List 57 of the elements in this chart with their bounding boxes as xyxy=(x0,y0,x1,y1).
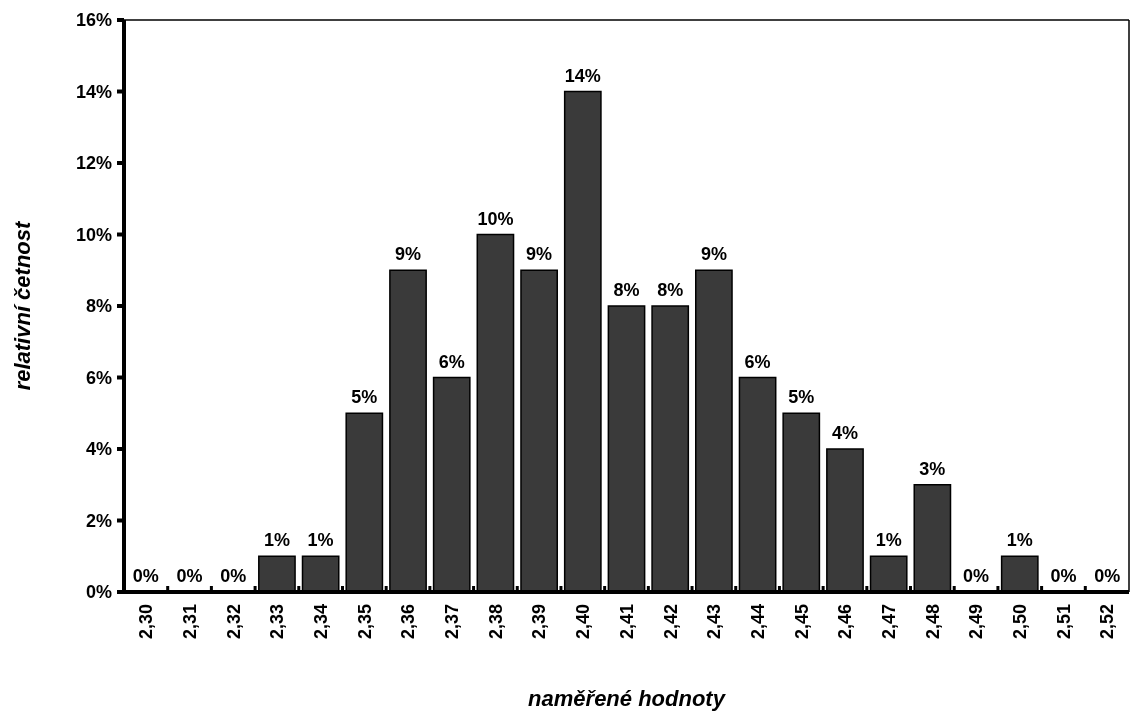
data-label: 10% xyxy=(477,208,514,229)
x-tick-label: 2,45 xyxy=(791,604,812,640)
y-tick-label: 6% xyxy=(85,367,112,388)
data-label: 5% xyxy=(788,387,815,408)
x-tick-label: 2,43 xyxy=(704,604,725,640)
data-label: 0% xyxy=(1050,566,1077,586)
y-tick-label: 12% xyxy=(75,153,112,174)
x-tick-label: 2,41 xyxy=(616,604,637,640)
data-label: 9% xyxy=(526,244,553,265)
x-tick-label: 2,36 xyxy=(398,604,419,640)
data-label: 4% xyxy=(831,423,858,443)
data-label: 6% xyxy=(438,351,465,372)
y-tick-label: 10% xyxy=(75,224,112,245)
x-tick-label: 2,46 xyxy=(835,604,856,640)
y-tick-label: 4% xyxy=(85,439,112,460)
x-tick-label: 2,34 xyxy=(310,604,331,640)
data-label: 1% xyxy=(1006,530,1033,551)
x-tick-label: 2,51 xyxy=(1053,604,1074,640)
y-tick-label: 14% xyxy=(75,81,112,102)
data-label: 9% xyxy=(700,244,727,265)
data-label: 0% xyxy=(963,566,990,586)
x-tick-label: 2,49 xyxy=(966,604,987,640)
data-label: 8% xyxy=(613,280,640,300)
data-label: 1% xyxy=(307,530,334,551)
x-axis-title: naměřené hodnoty xyxy=(528,686,727,711)
x-tick-label: 2,32 xyxy=(223,604,244,640)
x-tick-label: 2,31 xyxy=(179,604,200,640)
x-tick-label: 2,35 xyxy=(354,604,375,640)
data-label: 1% xyxy=(875,530,902,551)
data-label: 6% xyxy=(744,351,771,372)
x-tick-label: 2,39 xyxy=(529,604,550,640)
x-tick-label: 2,48 xyxy=(922,604,943,640)
data-label: 14% xyxy=(564,65,601,86)
y-axis-title: relativní četnost xyxy=(10,219,35,391)
y-tick-label: 0% xyxy=(85,582,112,603)
x-tick-label: 2,40 xyxy=(573,604,594,640)
x-tick-label: 2,47 xyxy=(878,604,899,640)
x-tick-label: 2,33 xyxy=(267,604,288,640)
x-tick-label: 2,44 xyxy=(747,604,768,640)
y-tick-label: 2% xyxy=(85,510,112,531)
y-tick-label: 8% xyxy=(85,296,112,317)
y-tick-label: 16% xyxy=(75,10,112,31)
data-label: 0% xyxy=(176,566,203,586)
x-tick-label: 2,52 xyxy=(1097,604,1118,640)
data-label: 0% xyxy=(132,566,159,586)
data-label: 1% xyxy=(263,530,290,551)
data-label: 9% xyxy=(395,244,422,265)
data-label: 0% xyxy=(1094,566,1121,586)
data-label: 8% xyxy=(657,280,684,300)
x-tick-label: 2,38 xyxy=(485,604,506,640)
data-label: 5% xyxy=(351,387,378,408)
x-tick-label: 2,37 xyxy=(442,604,463,640)
x-tick-label: 2,30 xyxy=(136,604,157,640)
data-label: 0% xyxy=(220,566,247,586)
data-label: 3% xyxy=(919,458,946,479)
x-tick-label: 2,50 xyxy=(1010,604,1031,640)
x-tick-label: 2,42 xyxy=(660,604,681,640)
